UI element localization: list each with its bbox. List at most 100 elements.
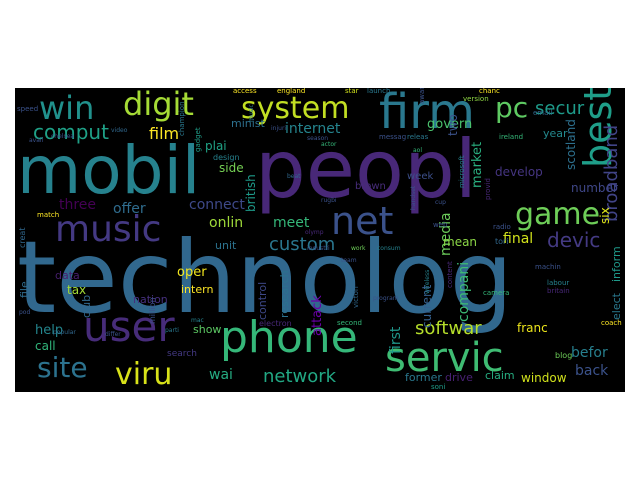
- cloud-word: call: [35, 339, 56, 353]
- cloud-word: week: [407, 171, 434, 182]
- cloud-word: radio: [493, 223, 511, 231]
- cloud-word: million: [148, 297, 157, 324]
- cloud-word: attack: [310, 295, 325, 336]
- cloud-word: access: [233, 88, 257, 95]
- cloud-word: mean: [443, 235, 478, 249]
- cloud-word: custom: [269, 234, 336, 255]
- cloud-word: year: [543, 127, 568, 140]
- cloud-word: scotland: [564, 119, 578, 170]
- cloud-word: wireless: [424, 269, 431, 294]
- cloud-word: champion: [178, 101, 186, 136]
- cloud-word: digit: [123, 88, 194, 123]
- cloud-word: befor: [571, 345, 608, 361]
- cloud-word: user: [83, 302, 175, 351]
- cloud-word: match: [37, 211, 60, 219]
- cloud-word: final: [503, 231, 534, 247]
- cloud-word: nation: [133, 293, 168, 306]
- cloud-word: popular: [53, 329, 76, 336]
- cloud-word: creat: [18, 227, 27, 248]
- cloud-word: oper: [177, 265, 207, 280]
- cloud-word: chelsea: [51, 133, 74, 140]
- cloud-word: research: [278, 270, 291, 318]
- cloud-word: help: [35, 323, 64, 338]
- cloud-word: british: [244, 174, 258, 212]
- cloud-word: program: [373, 295, 399, 302]
- cloud-word: film: [149, 124, 180, 143]
- cloud-word: wai: [209, 367, 233, 383]
- cloud-word: brown: [355, 181, 386, 192]
- cloud-word: video: [111, 127, 128, 134]
- cloud-word: avail: [29, 137, 44, 144]
- cloud-word: window: [521, 371, 567, 385]
- cloud-word: parti: [165, 327, 179, 334]
- cloud-word: control: [256, 281, 269, 320]
- cloud-word: connect: [189, 197, 245, 213]
- cloud-word: franc: [517, 321, 548, 335]
- cloud-word: work: [351, 245, 366, 252]
- cloud-word: machin: [535, 263, 561, 271]
- cloud-word: game: [515, 197, 601, 232]
- cloud-word: actor: [321, 141, 337, 148]
- cloud-word: comput: [33, 120, 109, 144]
- cloud-word: former: [405, 371, 442, 384]
- cloud-word: chanc: [479, 88, 500, 95]
- cloud-word: system: [241, 91, 350, 126]
- cloud-word: england: [277, 88, 306, 95]
- cloud-word: first: [388, 326, 404, 354]
- cloud-word: net: [331, 199, 394, 243]
- cloud-word: design: [213, 153, 240, 162]
- cloud-word: industri: [307, 245, 330, 252]
- cloud-word: back: [575, 363, 609, 379]
- cloud-word: mac: [191, 317, 204, 324]
- cloud-word: network: [263, 366, 337, 387]
- cloud-word: two: [446, 114, 460, 136]
- cloud-word: star: [345, 88, 359, 95]
- cloud-word: email: [533, 109, 553, 117]
- cloud-word: season: [307, 135, 329, 142]
- cloud-word: develop: [495, 165, 543, 179]
- cloud-word: releas: [407, 133, 429, 141]
- cloud-word: camera: [483, 289, 510, 297]
- cloud-word: second: [337, 319, 362, 327]
- cloud-word: technolog: [17, 219, 514, 336]
- cloud-word: show: [193, 323, 222, 336]
- cloud-word: firm: [379, 88, 475, 140]
- cloud-word: market: [470, 141, 485, 188]
- cloud-word: six: [598, 207, 612, 224]
- cloud-word: tax: [67, 283, 87, 297]
- cloud-word: elect: [610, 293, 623, 320]
- cloud-word: secur: [535, 98, 585, 119]
- cloud-word: file: [18, 281, 31, 298]
- cloud-word: injuri: [271, 125, 287, 132]
- cloud-word: plai: [205, 139, 227, 153]
- cloud-word: number: [571, 181, 618, 195]
- cloud-word: servic: [385, 335, 504, 381]
- cloud-word: club: [80, 294, 93, 318]
- cloud-word: soni: [431, 383, 446, 391]
- cloud-word: coach: [601, 319, 622, 327]
- cloud-word: blog: [555, 351, 573, 360]
- cloud-word: web: [433, 221, 448, 229]
- cloud-word: award: [418, 88, 426, 104]
- cloud-word: content: [446, 261, 454, 288]
- cloud-word: tori: [495, 237, 509, 246]
- cloud-word: microsoft: [458, 155, 466, 188]
- cloud-word: data: [55, 269, 80, 282]
- cloud-word: unit: [215, 239, 237, 252]
- cloud-word: speed: [17, 105, 39, 113]
- cloud-word: devic: [547, 228, 601, 252]
- cloud-word: consum: [377, 245, 401, 252]
- cloud-word: claim: [485, 369, 515, 382]
- cloud-word: side: [219, 161, 244, 175]
- cloud-word: offer: [113, 201, 146, 217]
- cloud-word: aol: [413, 147, 423, 154]
- cloud-word: beat: [287, 173, 301, 180]
- cloud-word: ireland: [499, 133, 524, 141]
- cloud-word: team: [341, 257, 357, 264]
- cloud-word: govern: [427, 117, 473, 132]
- cloud-word: rugbi: [321, 197, 337, 204]
- cloud-word: cup: [435, 199, 446, 206]
- cloud-word: phone: [220, 312, 358, 363]
- cloud-word: site: [37, 351, 88, 384]
- word-cloud: technolog peopl mobil phone servic user …: [15, 88, 625, 392]
